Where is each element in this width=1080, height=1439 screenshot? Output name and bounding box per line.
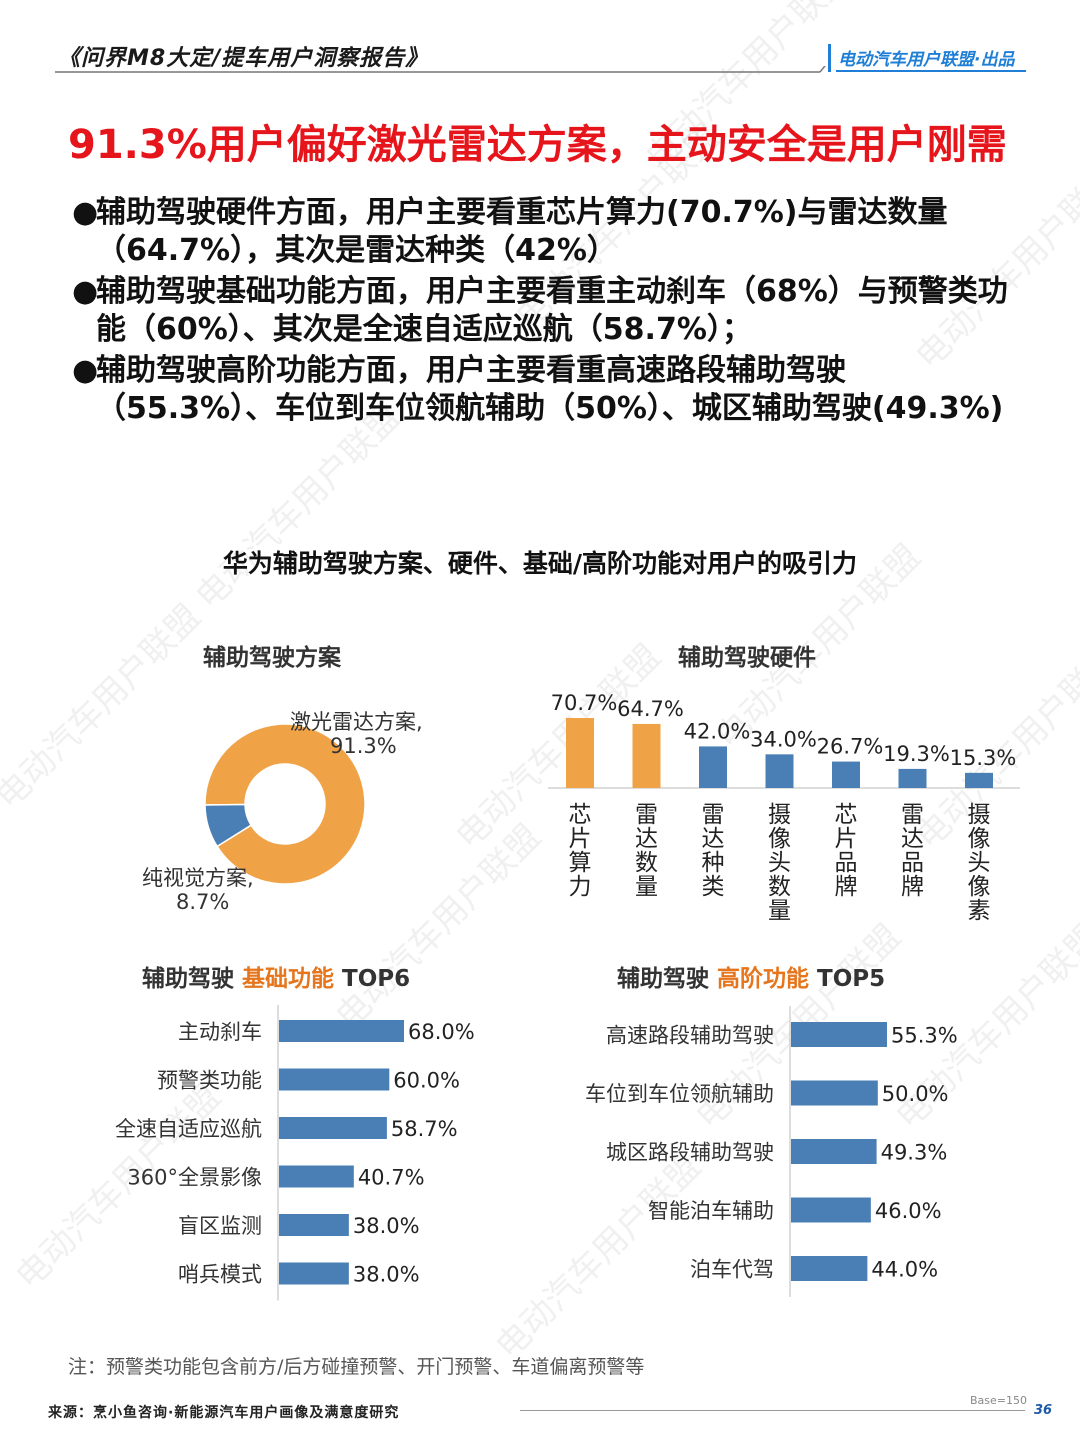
advanced-category-label: 智能泊车辅助 xyxy=(648,1199,774,1223)
advanced-category-label: 车位到车位领航辅助 xyxy=(585,1082,774,1106)
page-headline: 91.3%用户偏好激光雷达方案，主动安全是用户刚需 xyxy=(68,122,1007,168)
basic-category-label: 主动刹车 xyxy=(178,1020,262,1044)
donut-slice-0 xyxy=(204,723,366,885)
bullet-item: ● 辅助驾驶高阶功能方面，用户主要看重高速路段辅助驾驶（55.3%）、车位到车位领… xyxy=(72,352,1017,428)
hardware-bar-value: 42.0% xyxy=(684,719,751,743)
donut-slice-1 xyxy=(204,803,253,848)
brand-label: 电动汽车用户联盟·出品 xyxy=(838,50,1015,70)
hardware-bar xyxy=(566,718,594,788)
hardware-bar-value: 34.0% xyxy=(750,727,817,751)
hardware-bar-value: 19.3% xyxy=(883,742,950,766)
donut-chart xyxy=(204,723,366,885)
advanced-chart-title: 辅助驾驶 高阶功能 TOP5 xyxy=(617,959,885,993)
advanced-bar-value: 50.0% xyxy=(882,1082,949,1106)
advanced-bar xyxy=(791,1197,871,1223)
footer-rule xyxy=(520,1410,1025,1411)
basic-bar xyxy=(279,1068,390,1091)
basic-bar-value: 40.7% xyxy=(358,1166,425,1190)
advanced-bar xyxy=(791,1080,878,1106)
advanced-bar xyxy=(791,1256,868,1281)
advanced-bar-value: 46.0% xyxy=(875,1199,942,1223)
donut-label-vision: 纯视觉方案, xyxy=(142,866,254,890)
hardware-category-label: 雷达种类 xyxy=(702,802,725,900)
bullet-dot: ● xyxy=(72,274,99,309)
advanced-bar-value: 55.3% xyxy=(891,1024,958,1048)
basic-bar-chart: 主动刹车 68.0% 预警类功能 60.0% 全速自适应巡航 58.7% 360°全景影像 4… xyxy=(115,1005,475,1301)
advanced-bar-value: 49.3% xyxy=(881,1141,948,1165)
hardware-bar xyxy=(898,768,927,788)
hardware-bar xyxy=(832,761,860,788)
charts-main-title: 华为辅助驾驶方案、硬件、基础/高阶功能对用户的吸引力 xyxy=(222,549,858,578)
hardware-bar-chart: 70.7% 芯片算力 64.7% 雷达数量 42.0% 雷达种类 34.0% 摄像头数量 26.… xyxy=(548,691,1020,924)
base-count: Base=150 xyxy=(970,1394,1027,1407)
hardware-bar xyxy=(965,772,993,788)
basic-title-suffix: TOP6 xyxy=(342,966,411,992)
hardware-category-label: 雷达数量 xyxy=(635,802,658,900)
advanced-bar-chart: 高速路段辅助驾驶 55.3% 车位到车位领航辅助 50.0% 城区路段辅助驾驶 49.3%… xyxy=(585,1006,958,1297)
hardware-bar-value: 64.7% xyxy=(617,697,684,721)
basic-bar-value: 68.0% xyxy=(408,1020,475,1044)
hardware-bar-value: 70.7% xyxy=(551,691,618,715)
page-number: 36 xyxy=(1034,1403,1053,1418)
advanced-category-label: 城区路段辅助驾驶 xyxy=(606,1141,774,1165)
report-title: 《问界M8大定/提车用户洞察报告》 xyxy=(58,46,429,71)
advanced-bar xyxy=(791,1139,877,1164)
bullet-dot: ● xyxy=(72,195,99,230)
basic-category-label: 盲区监测 xyxy=(178,1214,262,1238)
advanced-title-suffix: TOP5 xyxy=(817,966,886,992)
donut-label-lidar: 激光雷达方案, xyxy=(290,710,423,734)
donut-chart-title: 辅助驾驶方案 xyxy=(203,645,341,671)
advanced-title-highlight: 高阶功能 xyxy=(717,966,810,992)
hardware-bar-value: 15.3% xyxy=(950,746,1017,770)
basic-bar xyxy=(279,1214,349,1236)
basic-category-label: 预警类功能 xyxy=(157,1069,262,1093)
basic-bar-value: 38.0% xyxy=(353,1214,420,1238)
advanced-bar-value: 44.0% xyxy=(871,1258,938,1282)
header-rule xyxy=(55,66,826,73)
advanced-category-label: 高速路段辅助驾驶 xyxy=(606,1024,774,1048)
hardware-category-label: 芯片品牌 xyxy=(835,802,858,900)
basic-bar xyxy=(279,1165,354,1188)
basic-bar xyxy=(279,1117,387,1139)
basic-bar-value: 60.0% xyxy=(393,1069,460,1093)
donut-value-lidar: 91.3% xyxy=(330,734,397,758)
brand-bar xyxy=(828,44,831,72)
bullet-text: 辅助驾驶高阶功能方面，用户主要看重高速路段辅助驾驶（55.3%）、车位到车位领航… xyxy=(96,353,1004,426)
hardware-chart-title: 辅助驾驶硬件 xyxy=(678,645,816,671)
source-line: 来源：烹小鱼咨询·新能源汽车用户画像及满意度研究 xyxy=(48,1405,400,1421)
footnote: 注：预警类功能包含前方/后方碰撞预警、开门预警、车道偏离预警等 xyxy=(68,1356,645,1378)
bullet-dot: ● xyxy=(72,353,99,388)
hardware-category-label: 摄像头数量 xyxy=(768,802,791,924)
hardware-bar xyxy=(765,754,794,788)
bullet-text: 辅助驾驶硬件方面，用户主要看重芯片算力(70.7%)与雷达数量（64.7%），其… xyxy=(96,195,948,268)
basic-bar xyxy=(279,1262,349,1285)
hardware-bar xyxy=(699,746,727,788)
bullet-list: ● 辅助驾驶硬件方面，用户主要看重芯片算力(70.7%)与雷达数量（64.7%），… xyxy=(72,194,1017,431)
basic-category-label: 全速自适应巡航 xyxy=(115,1117,262,1141)
hardware-category-label: 雷达品牌 xyxy=(901,802,924,900)
bullet-item: ● 辅助驾驶硬件方面，用户主要看重芯片算力(70.7%)与雷达数量（64.7%），… xyxy=(72,194,1017,270)
watermark-text: 电动汽车用户联盟 xyxy=(0,596,209,818)
bullet-item: ● 辅助驾驶基础功能方面，用户主要看重主动刹车（68%）与预警类功能（60%）、其… xyxy=(72,273,1017,349)
basic-category-label: 哨兵模式 xyxy=(178,1263,262,1287)
donut-value-vision: 8.7% xyxy=(176,890,230,914)
advanced-bar xyxy=(791,1022,887,1047)
hardware-bar xyxy=(632,723,661,788)
brand-underline xyxy=(836,70,1026,72)
advanced-title-prefix: 辅助驾驶 xyxy=(617,966,709,992)
basic-bar xyxy=(279,1020,404,1042)
hardware-category-label: 摄像头像素 xyxy=(968,802,991,924)
bullet-text: 辅助驾驶基础功能方面，用户主要看重主动刹车（68%）与预警类功能（60%）、其次… xyxy=(96,274,1008,347)
basic-bar-value: 58.7% xyxy=(391,1117,458,1141)
hardware-category-label: 芯片算力 xyxy=(569,802,592,900)
basic-chart-title: 辅助驾驶 基础功能 TOP6 xyxy=(142,959,410,993)
basic-title-prefix: 辅助驾驶 xyxy=(142,966,234,992)
hardware-bar-value: 26.7% xyxy=(817,735,884,759)
basic-bar-value: 38.0% xyxy=(353,1263,420,1287)
basic-title-highlight: 基础功能 xyxy=(242,966,335,992)
advanced-category-label: 泊车代驾 xyxy=(690,1258,774,1282)
basic-category-label: 360°全景影像 xyxy=(127,1166,262,1190)
